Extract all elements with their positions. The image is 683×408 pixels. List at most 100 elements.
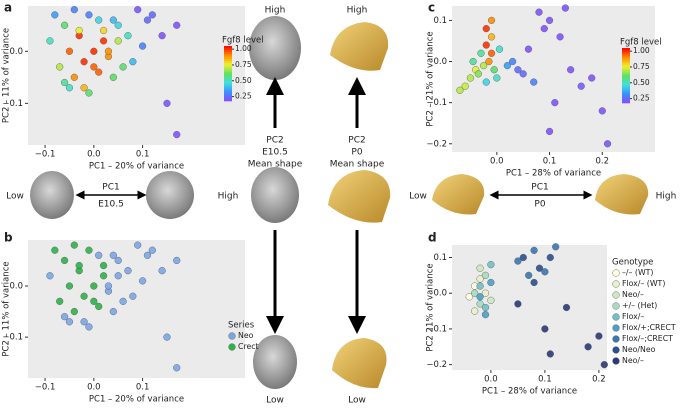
annotation: PC1 xyxy=(102,183,119,193)
point xyxy=(541,268,549,276)
legend-swatch xyxy=(612,313,620,321)
point xyxy=(487,261,495,269)
colorbar-swatch xyxy=(224,66,232,69)
point xyxy=(51,246,59,254)
point xyxy=(46,37,54,45)
point xyxy=(90,297,98,305)
annotation: High xyxy=(347,6,368,16)
colorbar-swatch xyxy=(622,48,630,51)
y-tick-label: 0.0 xyxy=(433,57,447,67)
legend-label: Flox/– (WT) xyxy=(622,279,665,288)
point xyxy=(514,300,522,308)
legend-label: Neo/– xyxy=(622,356,644,365)
y-tick-label: 0.1 xyxy=(433,16,447,26)
point xyxy=(60,313,69,321)
point xyxy=(134,241,142,249)
colorbar-swatch xyxy=(622,68,630,71)
point xyxy=(134,6,142,14)
point xyxy=(95,16,103,24)
colorbar-swatch xyxy=(622,53,630,56)
colorbar-swatch xyxy=(622,75,630,78)
point xyxy=(476,282,484,290)
y-tick-label: −0.1 xyxy=(426,324,447,334)
plot-background xyxy=(452,245,607,370)
colorbar-swatch xyxy=(224,75,232,78)
point xyxy=(487,49,496,57)
skull-image xyxy=(249,16,301,80)
point xyxy=(545,16,554,24)
point xyxy=(476,300,484,308)
colorbar-swatch xyxy=(224,99,232,102)
point xyxy=(90,282,98,290)
point xyxy=(95,302,103,311)
point xyxy=(109,251,117,259)
point xyxy=(119,297,127,305)
colorbar-swatch xyxy=(224,47,232,50)
point xyxy=(95,251,103,259)
colorbar-swatch xyxy=(622,82,630,85)
point xyxy=(481,289,490,297)
point xyxy=(163,333,171,341)
colorbar-swatch xyxy=(224,82,232,85)
colorbar-swatch xyxy=(622,71,630,74)
legend-label: +/– (Het) xyxy=(622,301,657,310)
legend-swatch xyxy=(228,332,236,340)
legend-label: Crect xyxy=(238,342,259,351)
point xyxy=(535,264,544,272)
point xyxy=(56,297,64,305)
annotation: Low xyxy=(6,192,24,202)
colorbar-swatch xyxy=(622,60,630,63)
point xyxy=(143,16,152,24)
point xyxy=(535,8,543,16)
colorbar-swatch xyxy=(224,91,232,94)
annotation: PC2 xyxy=(348,136,365,146)
colorbar-swatch xyxy=(224,84,232,87)
colorbar-swatch xyxy=(224,53,232,56)
legend-label: Flox/+;CRECT xyxy=(622,323,676,332)
point xyxy=(600,361,608,369)
colorbar-swatch xyxy=(224,77,232,80)
point xyxy=(530,278,538,287)
point xyxy=(85,246,93,254)
point xyxy=(163,99,171,107)
point xyxy=(173,364,181,372)
colorbar-swatch xyxy=(224,62,232,65)
colorbar-swatch xyxy=(224,64,232,67)
colorbar-swatch xyxy=(622,81,630,84)
point xyxy=(99,26,108,35)
point xyxy=(577,82,585,90)
point xyxy=(480,62,488,70)
y-tick-label: 0.1 xyxy=(433,253,447,263)
point xyxy=(485,57,493,66)
skull-image xyxy=(328,170,391,223)
x-axis-label: PC1 – 20% of variance xyxy=(89,395,184,405)
annotation: Mean shape xyxy=(248,160,303,170)
colorbar-swatch xyxy=(224,69,232,72)
point xyxy=(80,318,88,326)
colorbar-swatch xyxy=(224,58,232,61)
annotation: Low xyxy=(266,396,284,406)
colorbar-swatch xyxy=(622,88,630,91)
skull-image xyxy=(332,338,387,389)
point xyxy=(60,78,69,87)
y-tick-label: −0.1 xyxy=(2,333,23,343)
colorbar-swatch xyxy=(622,51,630,54)
colorbar-title: Fgf8 level xyxy=(620,38,662,48)
x-tick-label: 0.0 xyxy=(484,375,498,385)
colorbar-swatch xyxy=(622,64,630,67)
colorbar-swatch xyxy=(622,79,630,82)
point xyxy=(519,253,527,262)
point xyxy=(70,307,78,316)
point xyxy=(143,251,152,259)
point xyxy=(514,66,522,74)
point xyxy=(598,107,606,115)
point xyxy=(567,66,575,74)
colorbar-tick-label: 1.00 xyxy=(633,46,650,55)
point xyxy=(525,271,533,279)
x-tick-label: −0.1 xyxy=(35,383,56,393)
y-tick-label: 0.0 xyxy=(9,47,23,57)
point xyxy=(524,45,533,53)
point xyxy=(476,293,484,301)
point xyxy=(490,66,498,74)
